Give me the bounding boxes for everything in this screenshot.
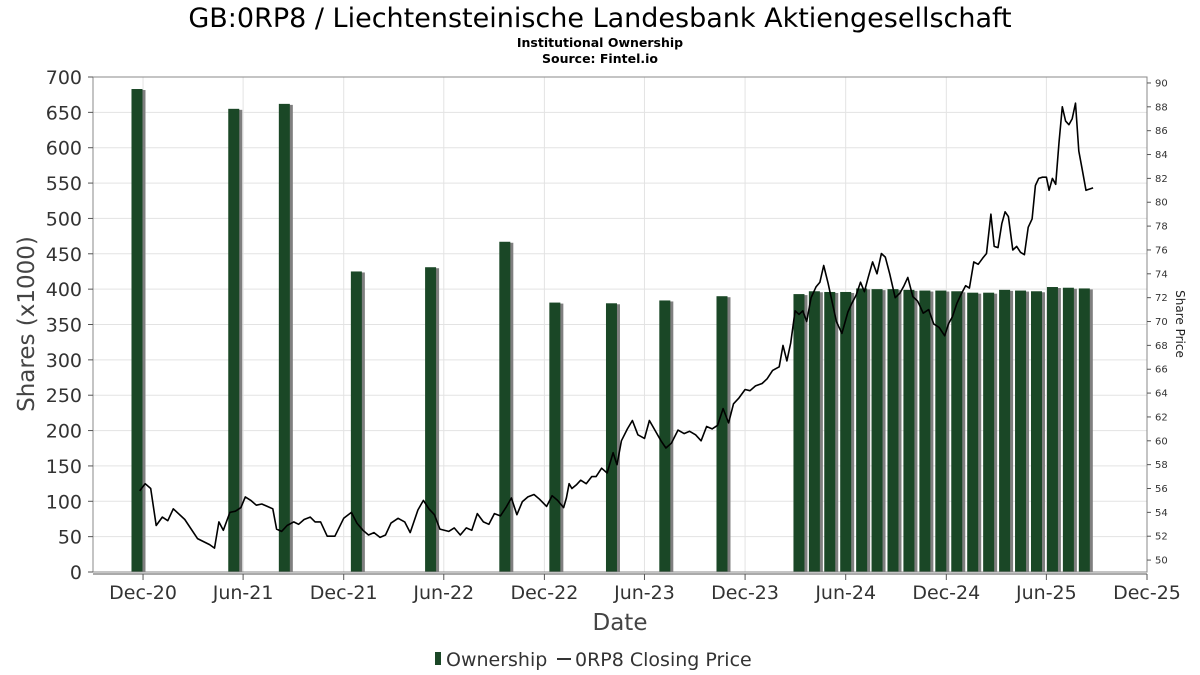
y2-axis-label: Share Price [1173, 290, 1187, 358]
ownership-bar-4 [425, 267, 437, 572]
ownership-bar-27 [1062, 287, 1074, 572]
x-tick-label-8: Dec-24 [912, 582, 980, 604]
y2-tick-label-20: 90 [1155, 78, 1168, 89]
y2-tick-label-5: 60 [1155, 436, 1168, 447]
ownership-bar-24 [1015, 290, 1027, 572]
ownership-bar-18 [919, 290, 931, 572]
ownership-bar-14 [856, 288, 868, 572]
y2-tick-label-10: 70 [1155, 317, 1168, 328]
y-tick-label-13: 650 [46, 102, 82, 124]
y2-tick-label-6: 62 [1155, 412, 1168, 423]
x-tick-label-9: Jun-25 [1015, 582, 1077, 604]
ownership-bar-21 [967, 292, 979, 572]
y2-tick-label-13: 76 [1155, 245, 1168, 256]
y-axis-ticks: 0 50 100 150 200 250 300 350 400 450 500 550 600 650 7… [46, 67, 93, 584]
y2-tick-label-2: 54 [1155, 508, 1168, 519]
y2-tick-label-7: 64 [1155, 389, 1168, 400]
ownership-bar-7 [605, 303, 617, 572]
y2-tick-label-0: 50 [1155, 556, 1168, 567]
y-tick-label-7: 350 [46, 315, 82, 337]
y2-tick-label-3: 56 [1155, 484, 1168, 495]
price-line [139, 102, 1094, 549]
y2-tick-label-11: 72 [1155, 293, 1168, 304]
ownership-bar-26 [1046, 287, 1058, 572]
y2-tick-label-15: 80 [1155, 198, 1168, 209]
y-tick-label-0: 0 [70, 562, 82, 584]
ownership-bars [131, 89, 1093, 573]
legend-price-label: 0RP8 Closing Price [575, 649, 752, 671]
ownership-bar-8 [659, 300, 671, 572]
ownership-bar-28 [1078, 288, 1090, 572]
y2-tick-label-17: 84 [1155, 150, 1168, 161]
y2-tick-label-16: 82 [1155, 174, 1168, 185]
y2-tick-label-1: 52 [1155, 532, 1168, 543]
y2-tick-label-18: 86 [1155, 126, 1168, 137]
ownership-bar-0 [131, 89, 143, 573]
ownership-bar-20 [951, 291, 963, 572]
y-tick-label-4: 200 [46, 421, 82, 443]
ownership-bar-13 [840, 291, 852, 572]
y2-tick-label-14: 78 [1155, 222, 1168, 233]
x-axis-ticks: Dec-20 Jun-21 Dec-21 Jun-22 Dec-22 Jun-23 Dec-… [109, 574, 1181, 604]
ownership-bar-5 [499, 241, 511, 572]
legend-ownership-label: Ownership [446, 649, 547, 671]
y-tick-label-2: 100 [46, 491, 82, 513]
y-tick-label-12: 600 [46, 138, 82, 160]
y-tick-label-8: 400 [46, 279, 82, 301]
ownership-bar-11 [808, 291, 820, 572]
y-tick-label-1: 50 [58, 527, 82, 549]
y-tick-label-3: 150 [46, 456, 82, 478]
ownership-bar-22 [983, 292, 995, 572]
ownership-bar-16 [887, 289, 899, 572]
chart-subtitle-line-2: Source: Fintel.io [542, 51, 658, 66]
x-tick-label-7: Jun-24 [814, 582, 876, 604]
y2-tick-label-19: 88 [1155, 102, 1168, 113]
y-axis-label: Shares (x1000) [14, 236, 40, 412]
chart-subtitle-line-1: Institutional Ownership [517, 35, 683, 50]
legend: Ownership 0RP8 Closing Price [435, 649, 752, 671]
x-tick-label-3: Jun-22 [412, 582, 474, 604]
ownership-bar-12 [824, 291, 836, 572]
y-tick-label-11: 550 [46, 173, 82, 195]
x-tick-label-5: Jun-23 [613, 582, 675, 604]
ownership-bar-15 [871, 289, 883, 572]
ownership-bar-9 [716, 296, 728, 572]
ownership-bar-19 [935, 290, 947, 572]
y2-axis-ticks: 50 52 54 56 58 60 62 64 66 68 70 72 74 76 78 80 82 84 86 88… [1147, 78, 1168, 567]
ownership-bar-1 [228, 108, 240, 573]
y2-tick-label-12: 74 [1155, 269, 1168, 280]
x-tick-label-4: Dec-22 [510, 582, 578, 604]
ownership-bar-6 [549, 302, 561, 572]
x-tick-label-1: Jun-21 [212, 582, 274, 604]
x-tick-label-2: Dec-21 [310, 582, 378, 604]
x-axis-label: Date [593, 610, 648, 636]
legend-ownership-swatch [435, 652, 441, 665]
y-tick-label-14: 700 [46, 67, 82, 89]
ownership-bar-23 [999, 289, 1011, 572]
x-tick-label-6: Dec-23 [711, 582, 779, 604]
ownership-bar-25 [1030, 291, 1042, 572]
y2-tick-label-9: 68 [1155, 341, 1168, 352]
chart-title: GB:0RP8 / Liechtensteinische Landesbank … [188, 3, 1011, 34]
ownership-bar-10 [793, 294, 805, 572]
y-tick-label-5: 250 [46, 385, 82, 407]
ownership-bar-3 [350, 271, 362, 572]
y2-tick-label-4: 58 [1155, 460, 1168, 471]
ownership-bar-17 [903, 289, 915, 572]
x-tick-label-0: Dec-20 [109, 582, 177, 604]
y-tick-label-10: 500 [46, 208, 82, 230]
y2-tick-label-8: 66 [1155, 365, 1168, 376]
x-tick-label-10: Dec-25 [1113, 582, 1181, 604]
ownership-bar-2 [278, 103, 290, 572]
y-tick-label-9: 450 [46, 244, 82, 266]
y-tick-label-6: 300 [46, 350, 82, 372]
